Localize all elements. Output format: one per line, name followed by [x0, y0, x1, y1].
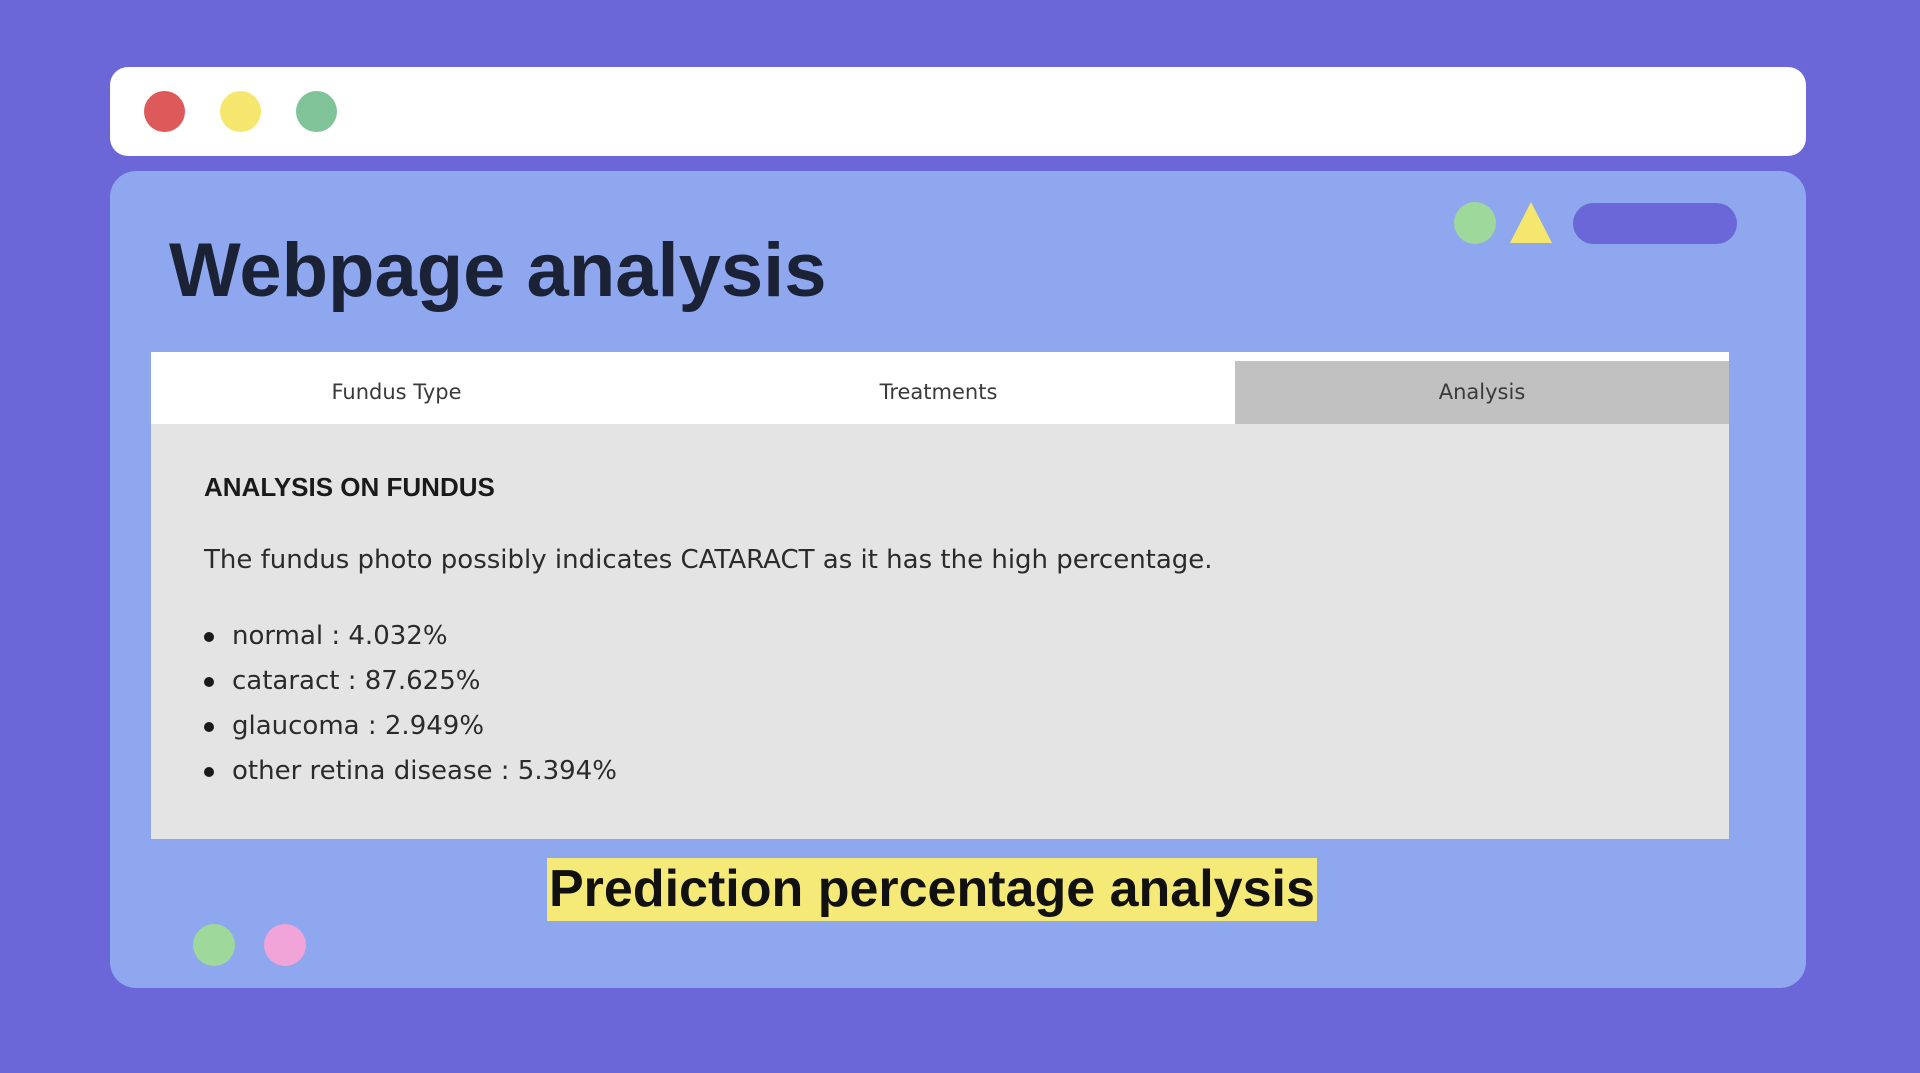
bullet-icon [204, 767, 214, 777]
prediction-item: cataract : 87.625% [204, 665, 617, 710]
close-window-button[interactable] [144, 91, 185, 132]
decorative-yellow-triangle [1510, 202, 1552, 243]
decorative-pink-circle [264, 924, 306, 966]
analysis-panel: Fundus Type Treatments Analysis ANALYSIS… [151, 352, 1729, 839]
decorative-green-circle [1454, 202, 1496, 244]
caption-highlight: Prediction percentage analysis [547, 858, 1317, 921]
maximize-window-button[interactable] [296, 91, 337, 132]
analysis-summary: The fundus photo possibly indicates CATA… [204, 545, 1213, 575]
bullet-icon [204, 677, 214, 687]
prediction-item: normal : 4.032% [204, 620, 617, 665]
section-heading: ANALYSIS ON FUNDUS [204, 472, 495, 502]
prediction-item: other retina disease : 5.394% [204, 755, 617, 800]
tab-bar: Fundus Type Treatments Analysis [151, 352, 1729, 424]
tab-fundus-type[interactable]: Fundus Type [331, 380, 462, 404]
prediction-text: normal : 4.032% [232, 621, 448, 651]
page-title: Webpage analysis [169, 228, 827, 313]
prediction-text: glaucoma : 2.949% [232, 711, 485, 741]
prediction-text: cataract : 87.625% [232, 666, 481, 696]
tab-analysis[interactable]: Analysis [1235, 361, 1729, 424]
bullet-icon [204, 632, 214, 642]
minimize-window-button[interactable] [220, 91, 261, 132]
prediction-list: normal : 4.032% cataract : 87.625% glauc… [204, 620, 617, 800]
window-titlebar [110, 67, 1806, 156]
decorative-pill [1573, 203, 1737, 244]
bullet-icon [204, 722, 214, 732]
tab-treatments[interactable]: Treatments [879, 380, 998, 404]
decorative-green-circle [193, 924, 235, 966]
browser-window: Webpage analysis Fundus Type Treatments … [110, 171, 1806, 988]
prediction-text: other retina disease : 5.394% [232, 756, 617, 786]
prediction-item: glaucoma : 2.949% [204, 710, 617, 755]
